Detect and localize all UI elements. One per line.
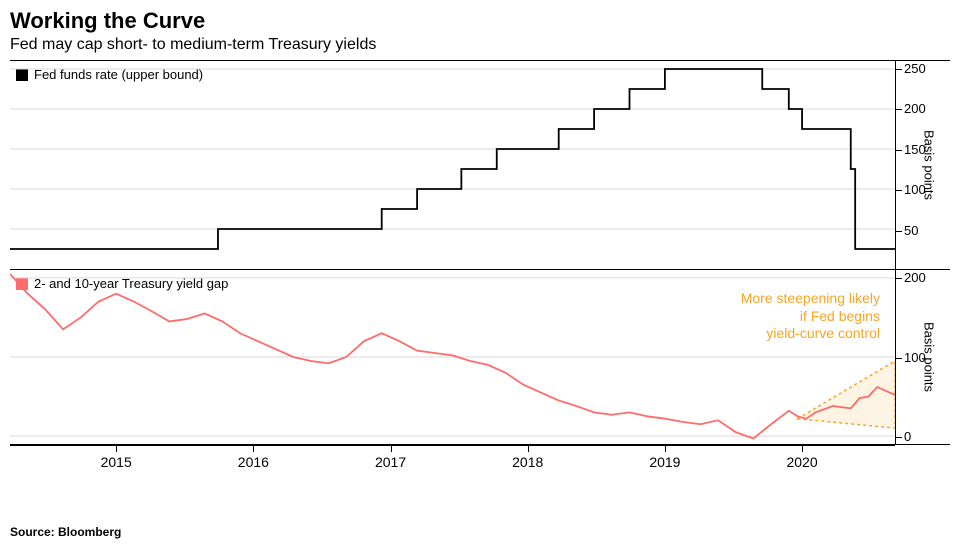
y-tick-label: 100 bbox=[904, 350, 926, 365]
bottom-panel: 2- and 10-year Treasury yield gap More s… bbox=[10, 270, 950, 445]
chart-title: Working the Curve bbox=[0, 0, 977, 36]
y-tick-label: 150 bbox=[904, 142, 926, 157]
y-tick-label: 100 bbox=[904, 182, 926, 197]
y-tick-label: 50 bbox=[904, 223, 918, 238]
x-tick-label: 2015 bbox=[101, 454, 132, 470]
bottom-plot bbox=[10, 270, 895, 444]
chart-subtitle: Fed may cap short- to medium-term Treasu… bbox=[0, 36, 977, 60]
x-tick-label: 2019 bbox=[649, 454, 680, 470]
top-panel: Fed funds rate (upper bound) Basis point… bbox=[10, 60, 950, 270]
x-tick-label: 2016 bbox=[238, 454, 269, 470]
charts-container: Fed funds rate (upper bound) Basis point… bbox=[10, 60, 950, 485]
y-tick-label: 200 bbox=[904, 270, 926, 285]
top-plot bbox=[10, 61, 895, 269]
x-tick-label: 2020 bbox=[786, 454, 817, 470]
top-y-axis: Basis points 50100150200250 bbox=[895, 61, 950, 269]
y-tick-label: 200 bbox=[904, 101, 926, 116]
x-axis: 2015 2016 2017 2018 2019 2020 bbox=[10, 445, 895, 485]
x-tick-label: 2017 bbox=[375, 454, 406, 470]
y-tick-label: 250 bbox=[904, 61, 926, 76]
source-label: Source: Bloomberg bbox=[10, 525, 121, 539]
bottom-y-axis: Basis points 0100200 bbox=[895, 270, 950, 444]
y-tick-label: 0 bbox=[904, 429, 911, 444]
x-tick-label: 2018 bbox=[512, 454, 543, 470]
